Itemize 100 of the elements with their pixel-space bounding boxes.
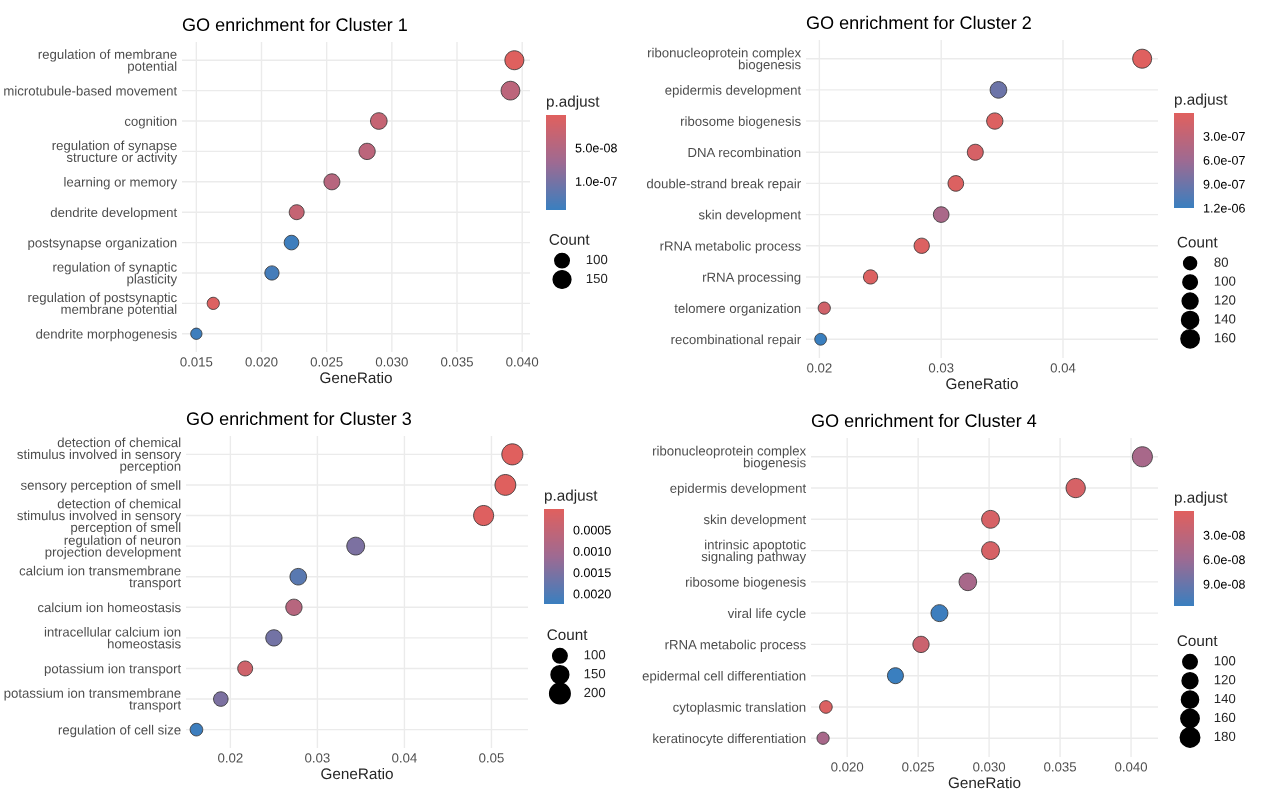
- y-tick-label: postsynapse organization: [28, 237, 177, 251]
- y-tick-label: skin development: [698, 209, 802, 223]
- x-tick-label: 0.03: [928, 363, 954, 373]
- legend-label: 160: [1214, 712, 1236, 723]
- color-bar-label: 0.0015: [573, 568, 611, 578]
- color-bar-title: p.adjust: [546, 95, 600, 110]
- y-tick-label: regulation of membrane potential: [38, 49, 177, 74]
- y-tick-label: epidermis development: [665, 85, 802, 98]
- x-axis-title: GeneRatio: [948, 776, 1021, 789]
- legend-label: 100: [586, 254, 608, 265]
- y-tick-label: telomere organization: [674, 303, 801, 316]
- y-tick-label: rRNA metabolic process: [665, 639, 806, 652]
- y-tick-label: intracellular calcium ion homeostasis: [44, 626, 181, 649]
- x-tick-label: 0.015: [180, 357, 213, 367]
- x-tick-label: 0.04: [392, 753, 417, 763]
- y-tick-label: regulation of synaptic plasticity: [53, 262, 178, 287]
- color-bar-label: 1.2e-06: [1203, 203, 1245, 213]
- x-tick-label: 0.040: [1115, 762, 1148, 772]
- y-tick-label: ribonucleoprotein complex biogenesis: [653, 445, 807, 470]
- color-bar-label: 9.0e-08: [1203, 579, 1245, 589]
- x-tick-label: 0.020: [831, 762, 864, 772]
- color-bar-label: 0.0020: [573, 589, 611, 599]
- y-tick-label: regulation of postsynaptic membrane potential: [28, 292, 177, 317]
- color-bar-title: p.adjust: [544, 489, 598, 504]
- y-tick-label: DNA recombination: [688, 147, 801, 158]
- x-tick-label: 0.03: [305, 753, 330, 763]
- y-tick-label: dendrite development: [50, 207, 178, 220]
- x-tick-label: 0.025: [902, 762, 935, 772]
- y-tick-label: rRNA processing: [703, 272, 801, 285]
- legend-label: 80: [1214, 257, 1229, 267]
- y-tick-label: rRNA metabolic process: [660, 240, 801, 254]
- x-tick-label: 0.030: [375, 357, 408, 367]
- x-tick-label: 0.030: [973, 762, 1006, 772]
- color-bar-label: 3.0e-07: [1203, 131, 1245, 141]
- y-tick-label: epidermis development: [670, 483, 807, 496]
- legend-label: 150: [584, 668, 606, 679]
- y-tick-label: double-strand break repair: [646, 178, 801, 191]
- x-tick-label: 0.02: [807, 363, 832, 373]
- legend-title: Count: [549, 234, 590, 245]
- chart-title: GO enrichment for Cluster 1: [182, 17, 407, 32]
- chart-title: GO enrichment for Cluster 4: [811, 413, 1037, 428]
- color-bar-label: 5.0e-08: [575, 143, 617, 153]
- y-tick-label: microtubule-based movement: [4, 85, 178, 96]
- y-tick-label: detection of chemical stimulus involved in sensory perception: [17, 437, 182, 474]
- color-bar-label: 9.0e-07: [1203, 179, 1245, 189]
- y-tick-label: viral life cycle: [727, 608, 806, 621]
- color-bar-label: 6.0e-08: [1203, 555, 1245, 565]
- legend-label: 150: [586, 273, 608, 284]
- x-tick-label: 0.02: [218, 753, 243, 763]
- legend-title: Count: [1177, 236, 1218, 248]
- legend-label: 160: [1214, 333, 1236, 343]
- chart-title: GO enrichment for Cluster 2: [806, 15, 1031, 30]
- color-bar-label: 0.0010: [573, 546, 611, 556]
- y-tick-label: ribosome biogenesis: [681, 116, 801, 129]
- y-tick-label: potassium ion transmembrane transport: [4, 688, 182, 713]
- y-tick-label: skin development: [703, 514, 807, 527]
- x-axis-title: GeneRatio: [320, 371, 392, 384]
- y-tick-label: dendrite morphogenesis: [36, 328, 177, 342]
- color-bar-label: 3.0e-08: [1203, 530, 1245, 540]
- color-bar-label: 0.0005: [573, 525, 611, 535]
- x-tick-label: 0.035: [1044, 762, 1077, 772]
- legend-title: Count: [547, 629, 588, 641]
- x-tick-label: 0.025: [310, 357, 343, 367]
- x-axis-title: GeneRatio: [946, 377, 1018, 390]
- x-tick-label: 0.04: [1050, 363, 1076, 373]
- x-axis-title: GeneRatio: [321, 767, 393, 780]
- chart-title: GO enrichment for Cluster 3: [186, 411, 411, 426]
- legend-label: 100: [1214, 656, 1236, 666]
- y-tick-label: potassium ion transport: [44, 663, 182, 676]
- x-tick-label: 0.020: [245, 357, 278, 367]
- y-tick-label: regulation of neuron projection development: [45, 535, 182, 560]
- color-bar-title: p.adjust: [1174, 491, 1228, 506]
- legend-title: Count: [1177, 635, 1218, 647]
- color-bar-title: p.adjust: [1174, 93, 1228, 108]
- x-tick-label: 0.035: [441, 357, 473, 367]
- y-tick-label: cognition: [124, 116, 177, 129]
- y-tick-label: calcium ion homeostasis: [37, 602, 181, 613]
- y-tick-label: epidermal cell differentiation: [642, 670, 806, 684]
- legend-label: 180: [1214, 731, 1236, 742]
- legend-label: 120: [1214, 295, 1236, 305]
- legend-label: 200: [584, 687, 606, 698]
- y-tick-label: intrinsic apoptotic signaling pathway: [701, 539, 807, 564]
- y-tick-label: learning or memory: [64, 177, 178, 190]
- x-tick-label: 0.040: [506, 357, 539, 367]
- y-tick-label: sensory perception of smell: [20, 480, 181, 493]
- color-bar-label: 6.0e-07: [1203, 155, 1245, 165]
- legend-label: 120: [1214, 674, 1236, 685]
- y-tick-label: regulation of cell size: [58, 724, 181, 738]
- legend-label: 100: [1214, 276, 1236, 286]
- color-bar-label: 1.0e-07: [575, 177, 617, 186]
- legend-label: 140: [1214, 314, 1236, 324]
- x-tick-label: 0.05: [479, 753, 504, 763]
- y-tick-label: regulation of synapse structure or activity: [52, 140, 178, 165]
- legend-label: 100: [584, 650, 606, 660]
- y-tick-label: ribosome biogenesis: [686, 577, 806, 590]
- y-tick-label: recombinational repair: [671, 334, 801, 347]
- legend-label: 140: [1214, 693, 1236, 704]
- y-tick-label: calcium ion transmembrane transport: [19, 565, 182, 590]
- y-tick-label: cytoplasmic translation: [673, 702, 806, 715]
- y-tick-label: ribonucleoprotein complex biogenesis: [648, 47, 802, 72]
